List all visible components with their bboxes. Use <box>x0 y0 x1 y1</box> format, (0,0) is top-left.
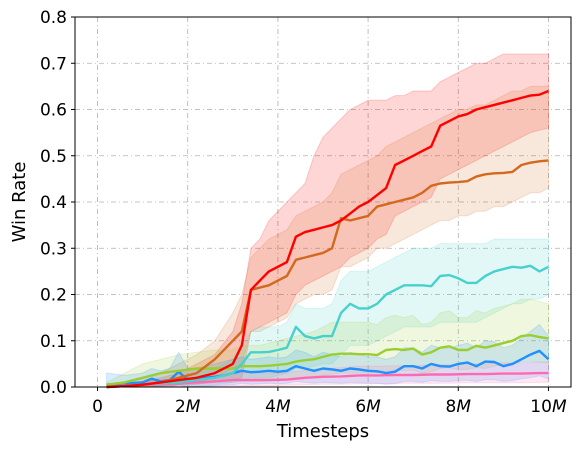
series-lines <box>106 89 550 389</box>
series-3-band <box>106 238 549 388</box>
series-3-line <box>106 264 550 389</box>
x-tick-label: 6M <box>355 397 381 417</box>
y-tick-label: 0.2 <box>40 286 67 306</box>
series-1-line <box>106 89 549 389</box>
x-tick-label: 8M <box>446 397 472 417</box>
x-tick-label: 4M <box>265 397 291 417</box>
axis-ticks: 0 2M 4M 6M 8M 10M 0.0 0.1 0.2 0.3 0.4 0.5 0.6 0.7 0.8 <box>40 8 567 417</box>
x-axis-title: Timesteps <box>276 421 369 442</box>
series-2-band <box>106 85 549 388</box>
series-2-line <box>106 159 549 389</box>
y-axis-title: Win Rate <box>9 162 30 243</box>
y-tick-label: 0.4 <box>40 193 67 213</box>
y-tick-label: 0.5 <box>40 147 67 167</box>
x-tick-label: 0 <box>92 397 103 417</box>
y-tick-label: 0.1 <box>40 332 67 352</box>
y-tick-label: 0.0 <box>40 378 67 398</box>
y-tick-label: 0.6 <box>40 101 67 121</box>
y-tick-label: 0.7 <box>40 54 67 74</box>
x-tick-label: 2M <box>175 397 201 417</box>
x-tick-label: 10M <box>530 397 567 417</box>
series-4-line <box>106 334 549 386</box>
y-tick-label: 0.8 <box>40 8 67 28</box>
y-tick-label: 0.3 <box>40 239 67 259</box>
